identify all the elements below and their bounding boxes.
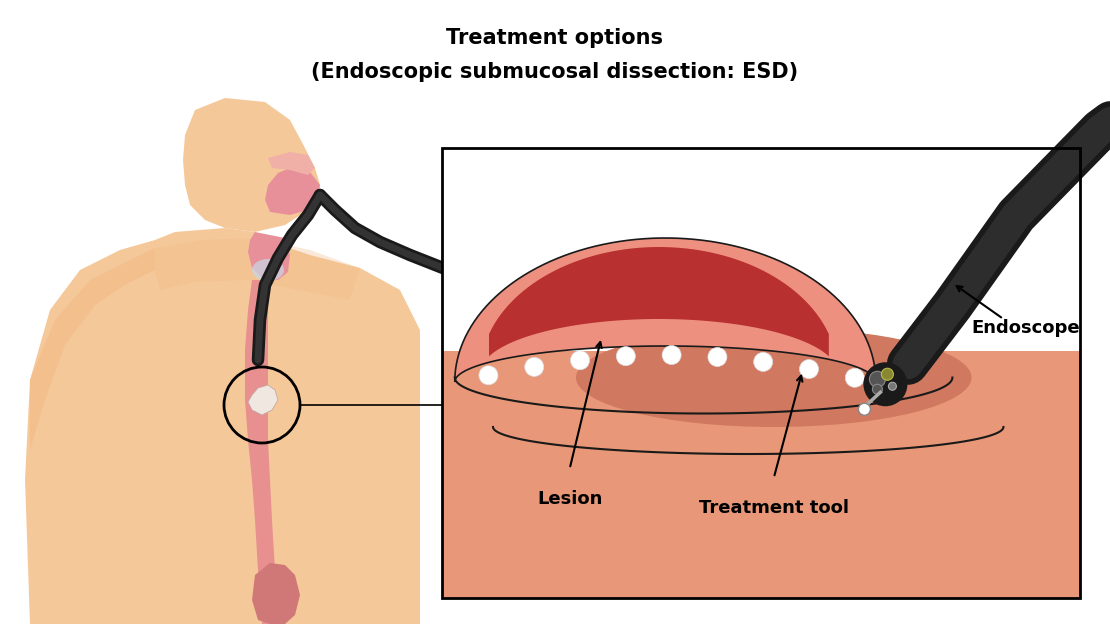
Ellipse shape (252, 259, 284, 281)
Polygon shape (455, 238, 876, 382)
Text: Treatment tool: Treatment tool (699, 499, 849, 517)
Circle shape (858, 403, 870, 415)
Polygon shape (248, 385, 278, 415)
Circle shape (478, 366, 498, 385)
Circle shape (754, 353, 773, 371)
Circle shape (846, 368, 865, 388)
Circle shape (571, 351, 589, 370)
Circle shape (616, 347, 635, 366)
Circle shape (663, 346, 682, 364)
Bar (442, 148, 1080, 598)
Text: Endoscope: Endoscope (971, 319, 1080, 337)
Polygon shape (248, 232, 290, 280)
Circle shape (864, 363, 907, 406)
Polygon shape (252, 563, 300, 624)
Polygon shape (268, 152, 315, 175)
Polygon shape (245, 280, 278, 624)
Ellipse shape (576, 328, 971, 427)
Circle shape (888, 383, 897, 390)
Polygon shape (30, 248, 155, 450)
Bar (442, 148, 1080, 598)
Bar (442, 351, 1080, 598)
Polygon shape (155, 238, 360, 300)
Text: Lesion: Lesion (537, 490, 603, 508)
Polygon shape (26, 228, 420, 624)
Circle shape (525, 358, 544, 376)
Polygon shape (265, 168, 320, 215)
Text: Treatment options: Treatment options (446, 28, 664, 48)
Circle shape (799, 359, 818, 379)
Polygon shape (490, 247, 829, 356)
Circle shape (869, 371, 886, 388)
Polygon shape (183, 98, 320, 232)
Circle shape (872, 384, 882, 394)
Circle shape (881, 368, 894, 380)
Text: (Endoscopic submucosal dissection: ESD): (Endoscopic submucosal dissection: ESD) (312, 62, 798, 82)
Circle shape (708, 348, 727, 366)
